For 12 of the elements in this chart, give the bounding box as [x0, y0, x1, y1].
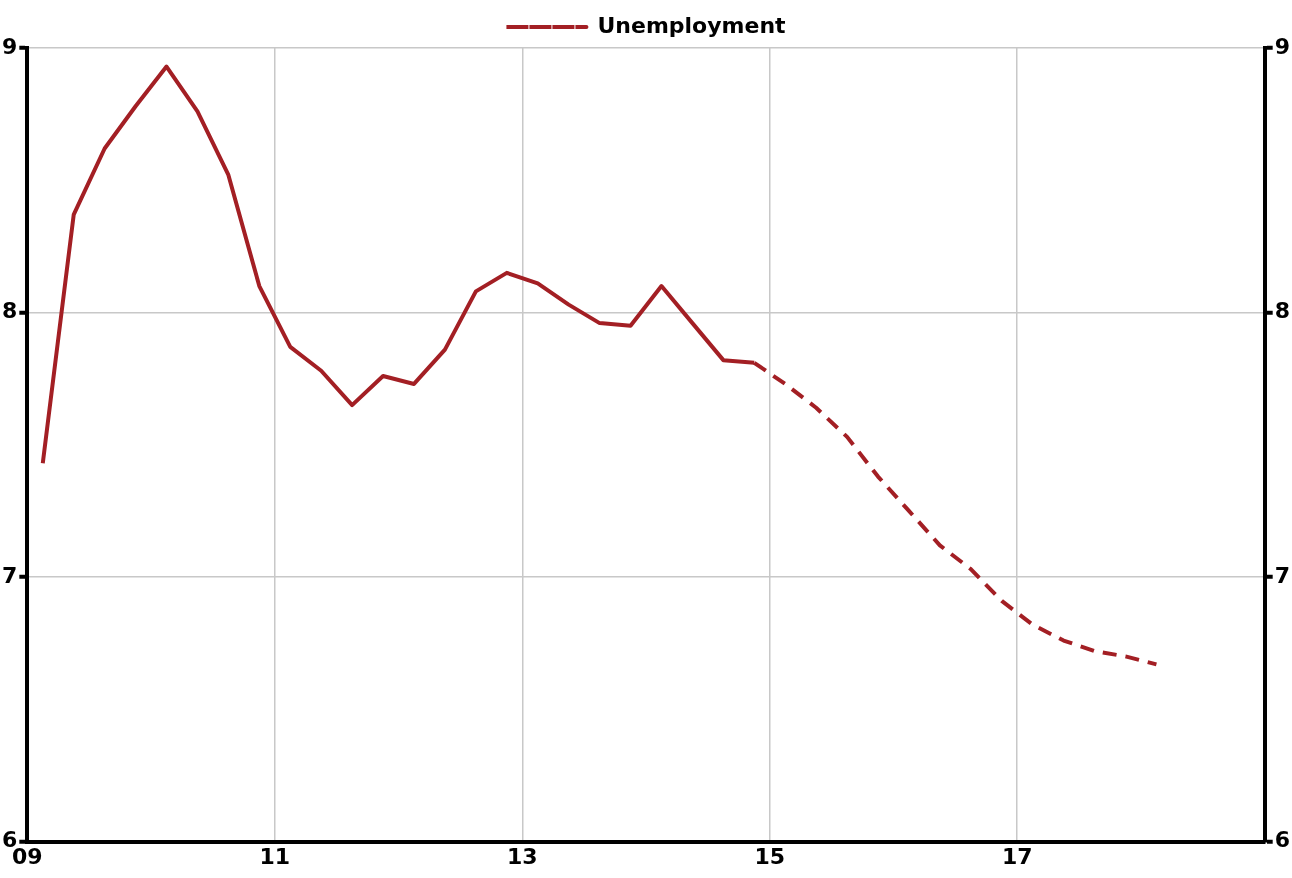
y2-tick-label: 6 — [1274, 827, 1290, 853]
x-tick-label: 17 — [1001, 843, 1033, 869]
y-tick-label: 8 — [2, 298, 18, 324]
x-tick-label: 13 — [506, 843, 538, 869]
y2-tick-label: 9 — [1274, 33, 1290, 59]
legend-label: Unemployment — [597, 12, 787, 38]
y2-tick-label: 8 — [1274, 298, 1290, 324]
x-tick-label: 15 — [754, 843, 786, 869]
y2-tick-label: 7 — [1274, 562, 1290, 588]
y-tick-label: 9 — [2, 33, 18, 59]
x-tick-label: 11 — [259, 843, 291, 869]
y-tick-label: 7 — [2, 562, 18, 588]
